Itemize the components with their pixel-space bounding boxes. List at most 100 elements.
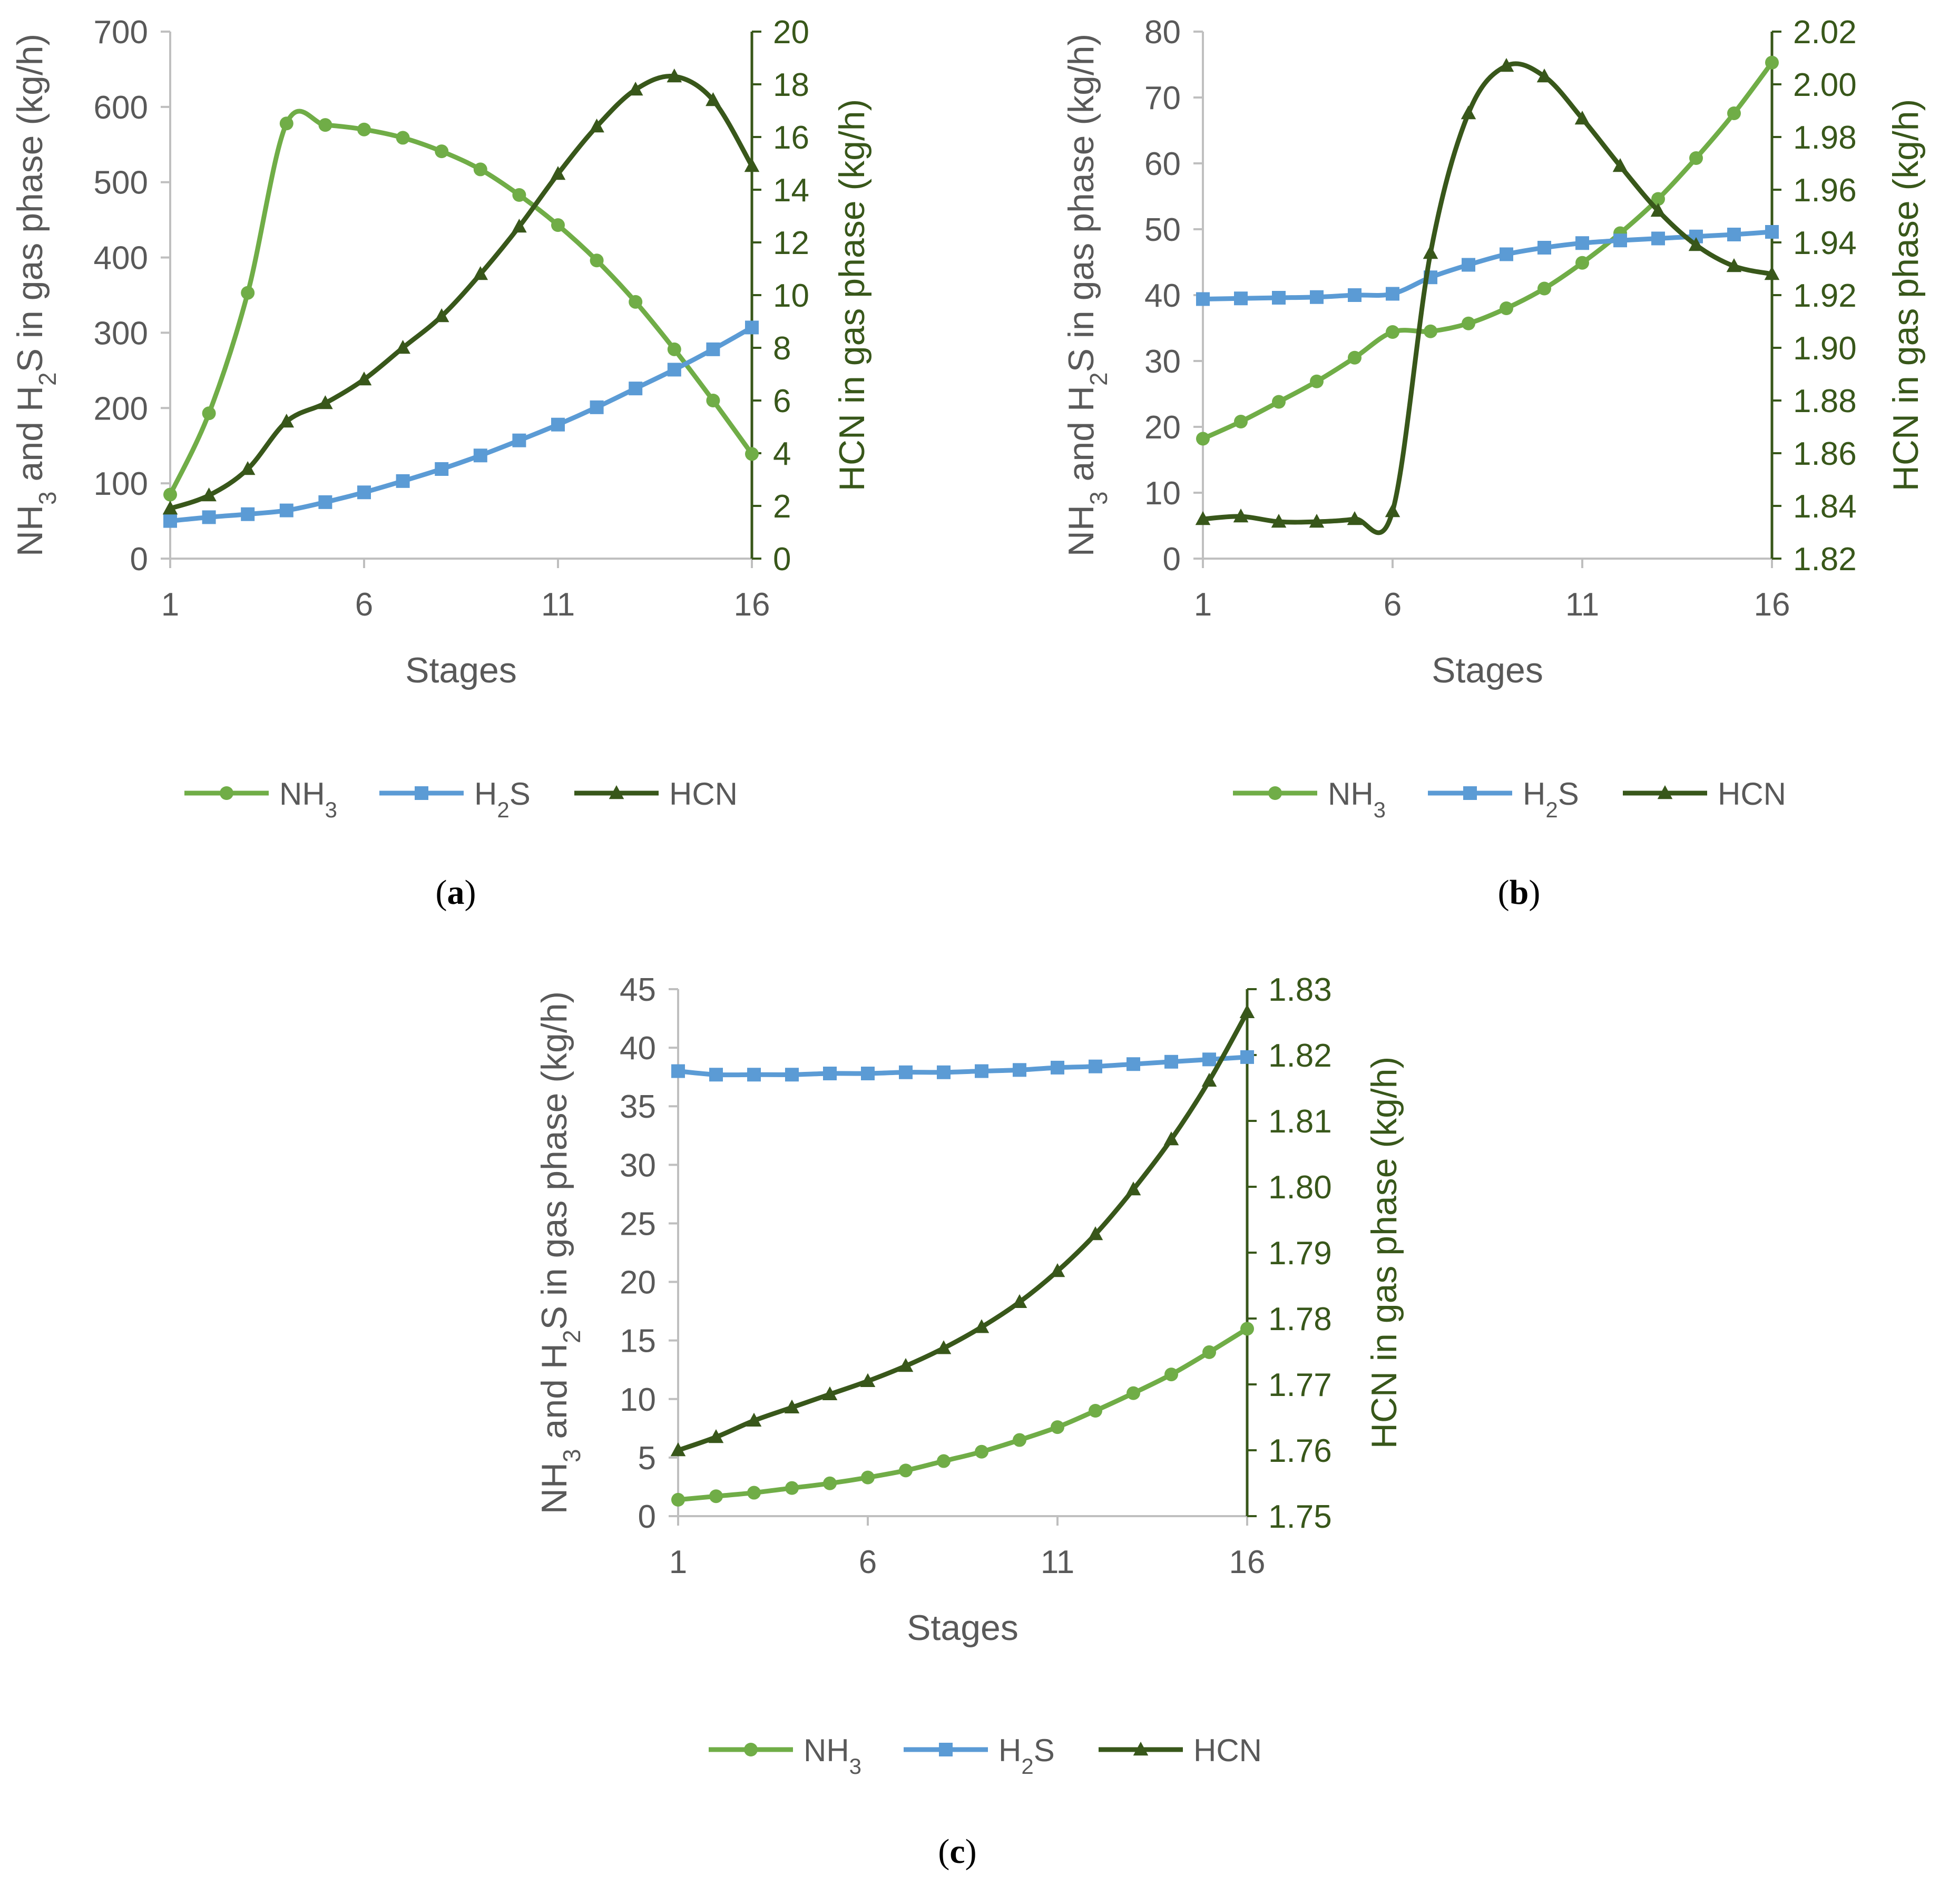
data-point-h2s (473, 448, 487, 463)
y2-tick-label: 14 (773, 172, 809, 209)
data-point-h2s (1500, 247, 1513, 261)
y-tick-label: 30 (620, 1147, 656, 1184)
data-point-nh3 (357, 122, 371, 136)
y2-axis-title: HCN in gas phase (kg/h) (832, 99, 872, 492)
y-tick-label: 300 (94, 315, 148, 351)
data-point-h2s (1202, 1052, 1216, 1067)
data-point-nh3 (512, 188, 526, 202)
data-point-hcn (822, 1386, 838, 1400)
chart-panel-b: 1 6 11 16010203040506070801.821.841.861.881… (1061, 14, 1926, 912)
legend-marker (1133, 1742, 1149, 1756)
x-tick-label: 6 (355, 587, 373, 623)
data-point-hcn (744, 158, 760, 172)
y-tick-label: 5 (638, 1440, 656, 1477)
y-axis-title: NH3 and H2S in gas phase (kg/h) (534, 991, 585, 1514)
data-point-hcn (1239, 1004, 1255, 1018)
data-point-nh3 (785, 1481, 799, 1495)
data-point-nh3 (590, 253, 604, 268)
data-point-hcn (1233, 509, 1249, 523)
y-tick-label: 0 (638, 1499, 656, 1535)
x-axis-title: Stages (1432, 650, 1543, 690)
series-line-h2s (1202, 229, 1772, 301)
y2-tick-label: 8 (773, 330, 791, 367)
data-point-h2s (667, 363, 681, 377)
data-point-hcn (1650, 203, 1666, 217)
y-tick-label: 10 (620, 1382, 656, 1418)
data-point-h2s (1234, 291, 1248, 306)
legend-label: HCN (669, 776, 738, 812)
y2-axis-title: HCN in gas phase (kg/h) (1886, 99, 1926, 492)
data-point-hcn (1536, 69, 1552, 83)
y2-axis-title: HCN in gas phase (kg/h) (1364, 1057, 1404, 1449)
data-point-hcn (589, 119, 604, 133)
series-line-h2s (170, 325, 753, 524)
data-point-h2s (1196, 292, 1210, 306)
data-point-hcn (279, 414, 295, 428)
y2-tick-label: 1.90 (1793, 330, 1857, 367)
x-tick-label: 11 (541, 587, 575, 623)
data-point-h2s (899, 1065, 913, 1079)
data-point-h2s (1348, 288, 1361, 302)
data-point-nh3 (709, 1489, 723, 1503)
legend-marker (939, 1743, 953, 1756)
data-point-nh3 (163, 487, 177, 502)
x-tick-label: 16 (734, 587, 770, 623)
data-point-hcn (1088, 1226, 1103, 1241)
legend-label: H2S (474, 776, 531, 822)
series-nh3 (671, 1322, 1254, 1507)
data-point-hcn (1163, 1131, 1179, 1146)
data-point-hcn (201, 487, 217, 502)
data-point-nh3 (396, 131, 410, 145)
data-point-nh3 (1234, 415, 1248, 428)
data-point-nh3 (1651, 192, 1665, 206)
data-point-nh3 (1386, 325, 1399, 339)
data-point-hcn (1461, 105, 1476, 120)
data-point-h2s (1272, 291, 1286, 305)
data-point-nh3 (241, 286, 255, 300)
legend: NH3 H2S HCN (1233, 776, 1786, 822)
data-point-h2s (551, 417, 565, 432)
series-hcn (1195, 58, 1780, 535)
data-point-hcn (1309, 514, 1325, 528)
data-point-hcn (473, 266, 488, 280)
legend-marker (220, 786, 233, 800)
series-line-hcn (169, 73, 754, 511)
x-tick-label: 1 (669, 1544, 687, 1580)
data-point-nh3 (435, 144, 449, 159)
x-tick-label: 11 (1041, 1544, 1074, 1580)
data-point-nh3 (1272, 395, 1286, 409)
legend-marker (415, 786, 428, 800)
y2-tick-label: 10 (773, 278, 809, 314)
data-point-hcn (1271, 514, 1287, 528)
data-point-hcn (356, 372, 372, 386)
y-tick-label: 0 (130, 541, 148, 578)
y2-tick-label: 1.79 (1268, 1235, 1332, 1272)
y2-tick-label: 1.88 (1793, 383, 1857, 419)
series-h2s (163, 320, 759, 528)
data-point-h2s (1537, 241, 1551, 255)
data-point-h2s (318, 495, 332, 509)
data-point-hcn (512, 219, 527, 233)
data-point-h2s (747, 1068, 761, 1082)
y-tick-label: 600 (94, 90, 148, 126)
data-point-h2s (357, 485, 371, 500)
panel-caption: (b) (1498, 873, 1541, 912)
legend-marker (1657, 785, 1673, 799)
y-tick-label: 25 (620, 1206, 656, 1242)
data-point-hcn (1195, 511, 1211, 525)
y2-tick-label: 1.96 (1793, 172, 1857, 209)
data-point-hcn (1726, 258, 1742, 272)
y2-tick-label: 0 (773, 541, 791, 578)
legend-marker (744, 1743, 758, 1756)
data-point-hcn (974, 1319, 990, 1333)
y2-tick-label: 1.81 (1268, 1104, 1332, 1140)
data-point-nh3 (667, 342, 681, 356)
data-point-nh3 (1424, 324, 1437, 338)
y2-tick-label: 2 (773, 489, 791, 525)
data-point-hcn (162, 501, 178, 515)
data-point-h2s (1164, 1054, 1178, 1069)
y-axis-title: NH3 and H2S in gas phase (kg/h) (1061, 34, 1112, 556)
panel-caption: (c) (938, 1832, 976, 1871)
data-point-hcn (550, 166, 566, 180)
y2-tick-label: 20 (773, 14, 809, 51)
